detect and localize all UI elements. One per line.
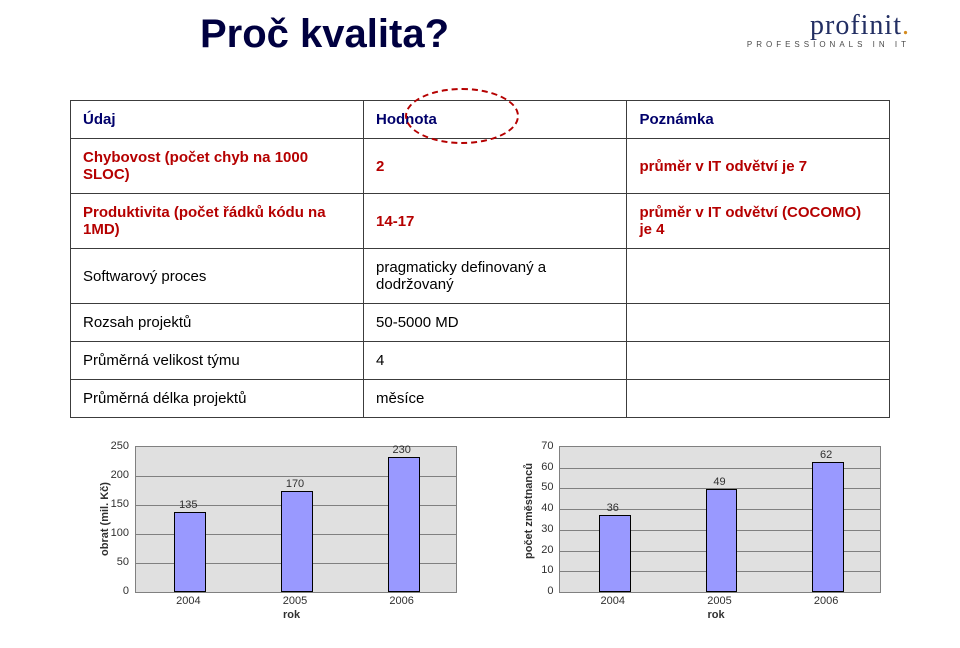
cell: Produktivita (počet řádků kódu na 1MD) <box>71 194 364 249</box>
cell: 14-17 <box>364 194 627 249</box>
cell: pragmaticky definovaný a dodržovaný <box>364 249 627 304</box>
chart-obrat: 050100150200250135200417020052302006roko… <box>85 440 465 625</box>
col-udaj: Údaj <box>71 101 364 139</box>
table-row: Rozsah projektů 50-5000 MD <box>71 304 890 342</box>
y-tick: 0 <box>85 585 129 597</box>
table-row: Chybovost (počet chyb na 1000 SLOC) 2 pr… <box>71 139 890 194</box>
cell: průměr v IT odvětví (COCOMO) je 4 <box>627 194 890 249</box>
logo-tagline: PROFESSIONALS IN IT <box>747 40 910 49</box>
x-tick: 2005 <box>283 595 307 607</box>
cell: Průměrná délka projektů <box>71 380 364 418</box>
y-tick: 70 <box>509 440 553 452</box>
x-tick: 2004 <box>601 595 625 607</box>
x-axis-label: rok <box>283 609 300 621</box>
cell: Průměrná velikost týmu <box>71 342 364 380</box>
y-axis-label: obrat (mil. Kč) <box>99 482 111 556</box>
col-poznamka: Poznámka <box>627 101 890 139</box>
table-header-row: Údaj Hodnota Poznámka <box>71 101 890 139</box>
y-tick: 50 <box>85 556 129 568</box>
y-tick: 0 <box>509 585 553 597</box>
bar <box>388 457 420 592</box>
bar <box>706 489 738 593</box>
page-title: Proč kvalita? <box>200 12 449 57</box>
chart-zamestnanci: 010203040506070362004492005622006rokpoče… <box>509 440 889 625</box>
x-tick: 2005 <box>707 595 731 607</box>
chart-plot <box>559 446 881 593</box>
bar <box>599 515 631 592</box>
bar-label: 230 <box>392 444 410 456</box>
x-tick: 2006 <box>389 595 413 607</box>
cell: Chybovost (počet chyb na 1000 SLOC) <box>71 139 364 194</box>
y-tick: 10 <box>509 564 553 576</box>
cell: 50-5000 MD <box>364 304 627 342</box>
cell <box>627 380 890 418</box>
y-axis-label: počet změstnanců <box>523 463 535 559</box>
table-row: Průměrná velikost týmu 4 <box>71 342 890 380</box>
bar-label: 36 <box>607 502 619 514</box>
y-tick: 200 <box>85 469 129 481</box>
metrics-table: Údaj Hodnota Poznámka Chybovost (počet c… <box>70 100 890 418</box>
bar <box>174 512 206 592</box>
x-axis-label: rok <box>707 609 724 621</box>
table-row: Produktivita (počet řádků kódu na 1MD) 1… <box>71 194 890 249</box>
cell: měsíce <box>364 380 627 418</box>
cell: 2 <box>364 139 627 194</box>
col-hodnota: Hodnota <box>364 101 627 139</box>
cell <box>627 342 890 380</box>
cell: Rozsah projektů <box>71 304 364 342</box>
bar-label: 62 <box>820 449 832 461</box>
bar <box>281 491 313 592</box>
x-tick: 2006 <box>814 595 838 607</box>
bar-label: 49 <box>713 476 725 488</box>
cell: Softwarový proces <box>71 249 364 304</box>
cell: průměr v IT odvětví je 7 <box>627 139 890 194</box>
cell <box>627 249 890 304</box>
logo: profinit. PROFESSIONALS IN IT <box>747 10 910 49</box>
logo-brand: profinit. <box>747 10 910 42</box>
chart-plot <box>135 446 457 593</box>
y-tick: 250 <box>85 440 129 452</box>
bar-label: 135 <box>179 499 197 511</box>
logo-dot-icon: . <box>902 10 910 41</box>
cell: 4 <box>364 342 627 380</box>
table-row: Softwarový proces pragmaticky definovaný… <box>71 249 890 304</box>
bar-label: 170 <box>286 478 304 490</box>
bar <box>812 462 844 592</box>
cell <box>627 304 890 342</box>
table-row: Průměrná délka projektů měsíce <box>71 380 890 418</box>
x-tick: 2004 <box>176 595 200 607</box>
